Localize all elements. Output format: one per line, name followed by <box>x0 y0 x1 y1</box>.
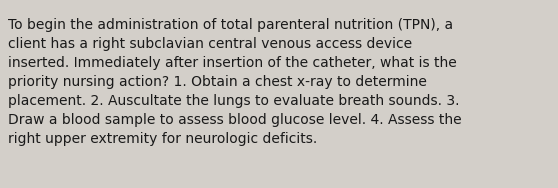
Text: To begin the administration of total parenteral nutrition (TPN), a
client has a : To begin the administration of total par… <box>8 18 461 146</box>
